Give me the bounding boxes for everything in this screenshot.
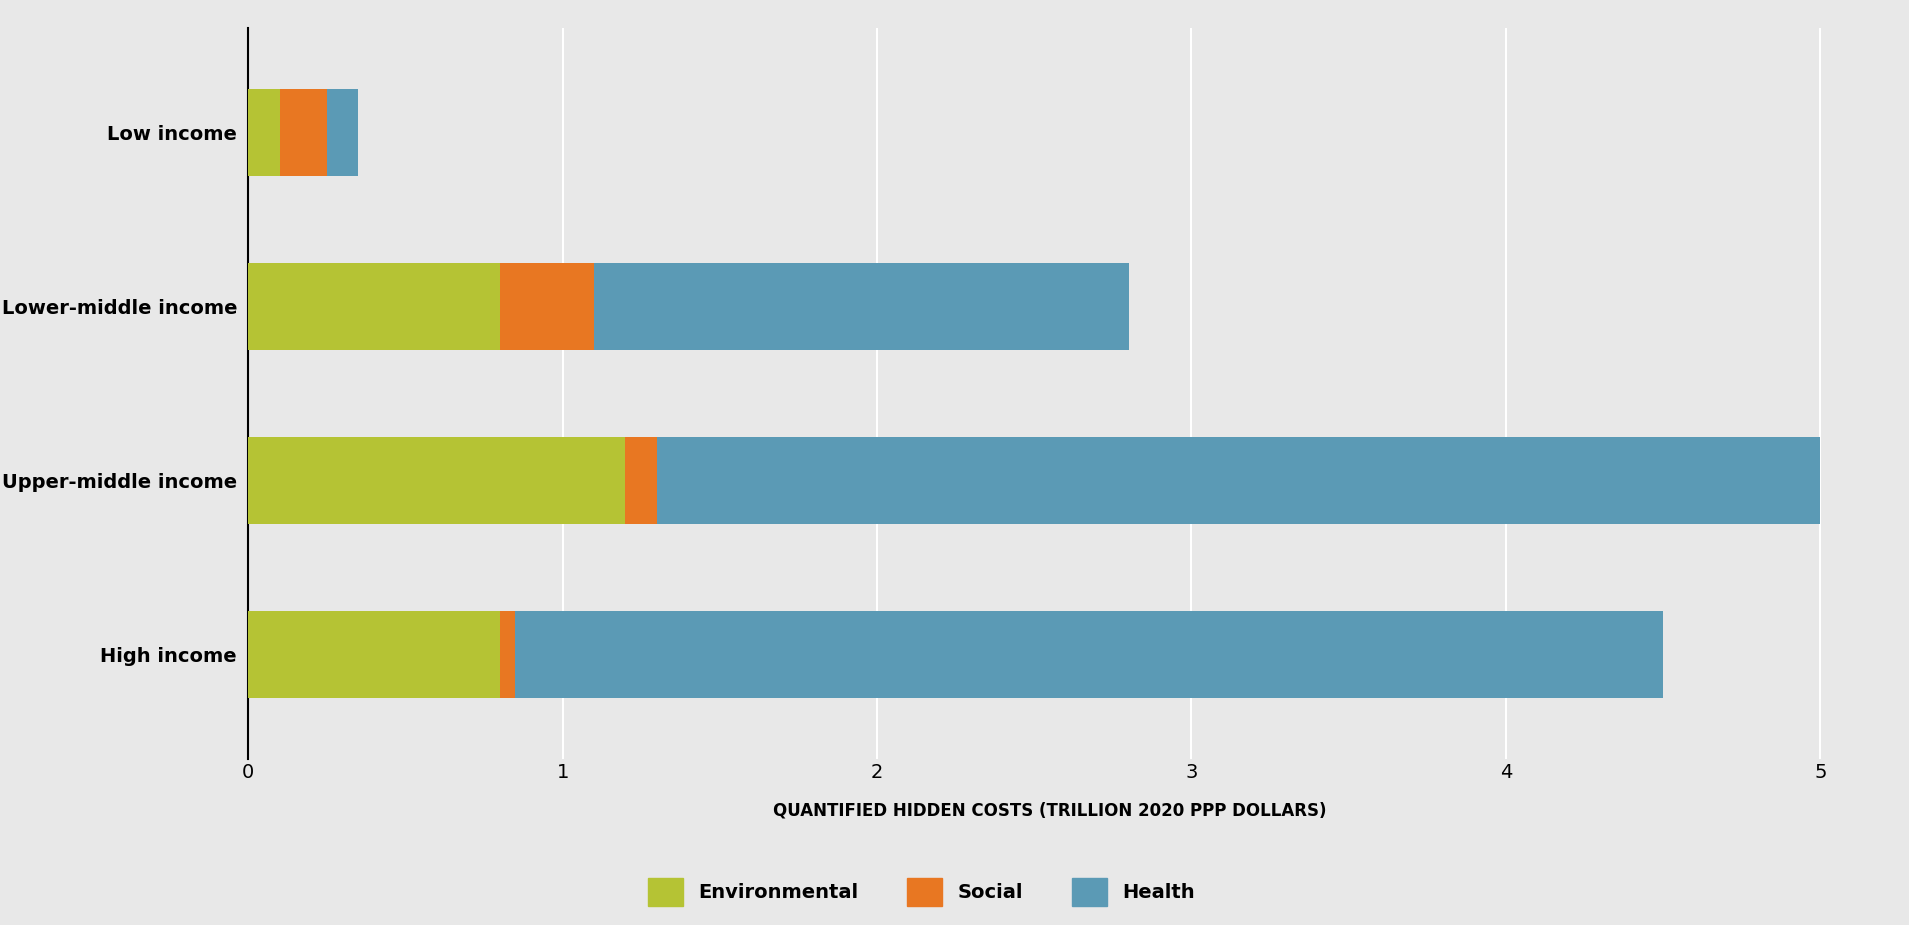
Legend: Environmental, Social, Health: Environmental, Social, Health [640, 870, 1203, 914]
Bar [500, 263, 594, 350]
Bar [248, 437, 626, 524]
Bar [279, 89, 326, 176]
Bar [326, 89, 359, 176]
X-axis label: QUANTIFIED HIDDEN COSTS (TRILLION 2020 PPP DOLLARS): QUANTIFIED HIDDEN COSTS (TRILLION 2020 P… [773, 802, 1327, 820]
Bar [248, 89, 279, 176]
Bar [657, 437, 1821, 524]
Bar [500, 610, 515, 697]
Bar [594, 263, 1128, 350]
Bar [248, 610, 500, 697]
Bar [626, 437, 657, 524]
Bar [248, 263, 500, 350]
Bar [515, 610, 1663, 697]
